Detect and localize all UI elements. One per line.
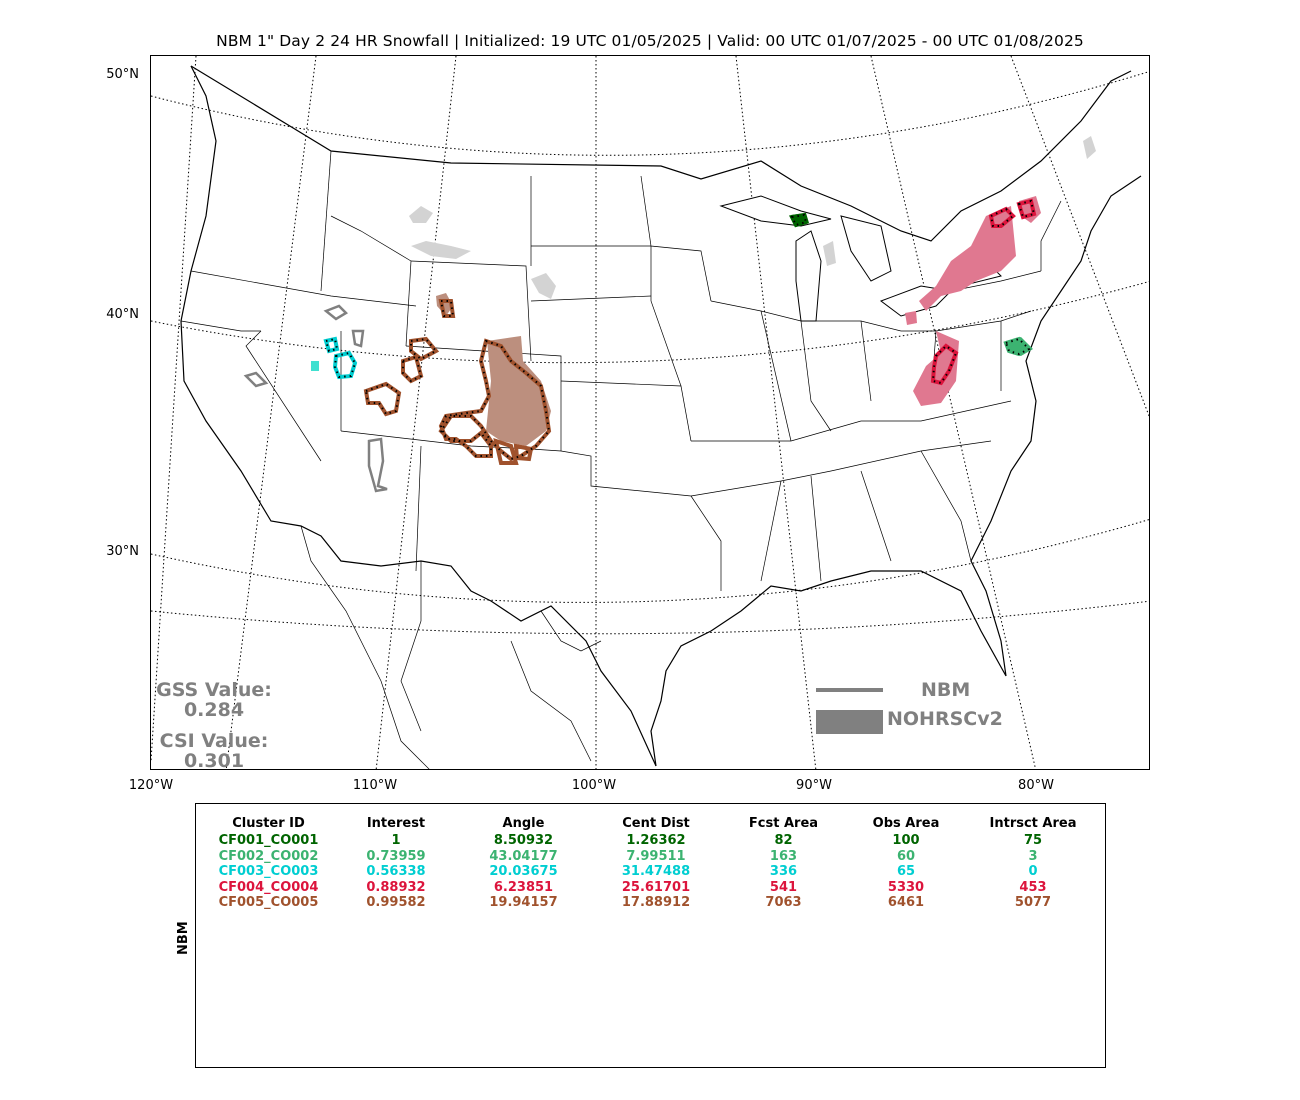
cell-cluster-id: CF005_CO005	[218, 895, 319, 910]
cell-angle: 6.23851	[493, 879, 554, 895]
col-fcst-area: Fcst Area	[748, 816, 819, 831]
table-header-row: Cluster ID Interest Angle Cent Dist Fcst…	[196, 816, 1105, 833]
cell-intrsct-area: 3	[1028, 848, 1038, 864]
nbm-cluster-dots	[324, 199, 1036, 461]
cell-cent-dist: 25.61701	[621, 879, 691, 895]
cell-fcst-area: 163	[769, 848, 798, 864]
stats-table: Cluster ID Interest Angle Cent Dist Fcst…	[196, 816, 1105, 911]
lat-label-50: 50°N	[106, 67, 139, 82]
obs-clusters	[311, 196, 1041, 446]
table-row: CF003_CO003 0.56338 20.03675 31.47488 33…	[196, 864, 1105, 880]
cell-obs-area: 60	[896, 848, 916, 864]
cell-intrsct-area: 75	[1023, 833, 1043, 848]
cell-interest: 0.56338	[366, 864, 426, 879]
cell-obs-area: 6461	[887, 895, 925, 910]
cell-fcst-area: 82	[774, 833, 793, 848]
table-row: CF001_CO001 1 8.50932 1.26362 82 100 75	[196, 833, 1105, 849]
legend-nohrsc-patch	[816, 710, 883, 734]
cell-interest: 1	[391, 833, 401, 848]
cell-obs-area: 65	[896, 864, 916, 879]
cell-cluster-id: CF002_CO002	[218, 848, 319, 864]
cell-angle: 20.03675	[489, 864, 558, 879]
fcst-cluster-cf004-c	[1016, 198, 1037, 220]
csi-value: 0.301	[183, 750, 245, 772]
mexico-borders	[300, 525, 602, 769]
obs-cluster-co003	[311, 361, 319, 371]
table-row: CF002_CO002 0.73959 43.04177 7.99511 163…	[196, 849, 1105, 865]
legend-nohrsc-label: NOHRSCv2	[887, 708, 1003, 730]
cell-cent-dist: 7.99511	[626, 848, 686, 864]
csi-label: CSI Value:	[159, 730, 269, 752]
obs-cluster-co004-b	[913, 331, 959, 406]
col-interest: Interest	[366, 816, 426, 831]
col-cent-dist: Cent Dist	[622, 816, 690, 831]
lat-label-30: 30°N	[106, 544, 139, 559]
legend-nbm-label: NBM	[921, 679, 971, 701]
fcst-cluster-cf005-c	[363, 381, 402, 417]
lon-label-100: 100°W	[571, 778, 617, 793]
col-obs-area: Obs Area	[872, 816, 940, 831]
fcst-cluster-cf005-f	[513, 443, 534, 462]
cell-fcst-area: 7063	[765, 895, 802, 910]
cell-cluster-id: CF004_CO004	[218, 879, 319, 895]
cell-cent-dist: 17.88912	[621, 895, 691, 910]
cell-cent-dist: 1.26362	[626, 833, 686, 848]
cell-interest: 0.73959	[366, 848, 426, 864]
col-angle: Angle	[502, 816, 545, 831]
cell-cluster-id: CF001_CO001	[218, 833, 319, 848]
table-row: CF005_CO005 0.99582 19.94157 17.88912 70…	[196, 895, 1105, 911]
cell-cluster-id: CF003_CO003	[218, 864, 319, 879]
cell-fcst-area: 336	[769, 864, 798, 879]
cell-angle: 8.50932	[493, 833, 554, 848]
obs-cluster-co004-d	[905, 311, 917, 325]
country-borders	[180, 65, 1142, 767]
cell-angle: 19.94157	[489, 895, 558, 910]
cell-intrsct-area: 0	[1028, 864, 1038, 879]
cell-obs-area: 5330	[887, 879, 925, 895]
cell-interest: 0.99582	[366, 895, 426, 910]
graticule	[151, 56, 1149, 769]
obs-light-patches	[409, 136, 1096, 299]
lon-label-110: 110°W	[352, 778, 398, 793]
table-row: CF004_CO004 0.88932 6.23851 25.61701 541…	[196, 880, 1105, 896]
nbm-gray-outlines	[243, 304, 388, 493]
obs-cluster-co005	[486, 336, 551, 446]
gss-value: 0.284	[183, 699, 245, 721]
fcst-cluster-cf001	[789, 212, 809, 228]
lon-label-90: 90°W	[796, 778, 832, 793]
cell-interest: 0.88932	[366, 879, 426, 895]
map-panel	[150, 55, 1150, 770]
cell-obs-area: 100	[892, 833, 920, 848]
figure-title: NBM 1" Day 2 24 HR Snowfall | Initialize…	[216, 32, 1084, 50]
gss-label: GSS Value:	[156, 679, 272, 701]
cell-cent-dist: 31.47488	[621, 864, 691, 879]
stats-table-panel: Cluster ID Interest Angle Cent Dist Fcst…	[195, 803, 1106, 1068]
cell-intrsct-area: 453	[1019, 879, 1047, 895]
obs-cluster-co004	[919, 206, 1016, 311]
lat-label-40: 40°N	[106, 307, 139, 322]
lon-label-120: 120°W	[128, 778, 174, 793]
fcst-cluster-cf004-a	[930, 343, 959, 386]
col-intrsct-area: Intrsct Area	[989, 816, 1077, 831]
fcst-cluster-cf005-b	[401, 354, 424, 384]
great-lakes	[719, 195, 1002, 322]
fcst-cluster-cf005-e	[493, 437, 519, 465]
map-svg	[151, 56, 1149, 769]
table-side-label: NBM	[176, 921, 191, 955]
cell-fcst-area: 541	[769, 879, 798, 895]
lon-label-80: 80°W	[1018, 778, 1054, 793]
cell-intrsct-area: 5077	[1014, 895, 1052, 910]
cell-angle: 43.04177	[489, 848, 558, 864]
obs-cluster-co005-b	[436, 293, 453, 316]
col-cluster-id: Cluster ID	[232, 816, 305, 831]
